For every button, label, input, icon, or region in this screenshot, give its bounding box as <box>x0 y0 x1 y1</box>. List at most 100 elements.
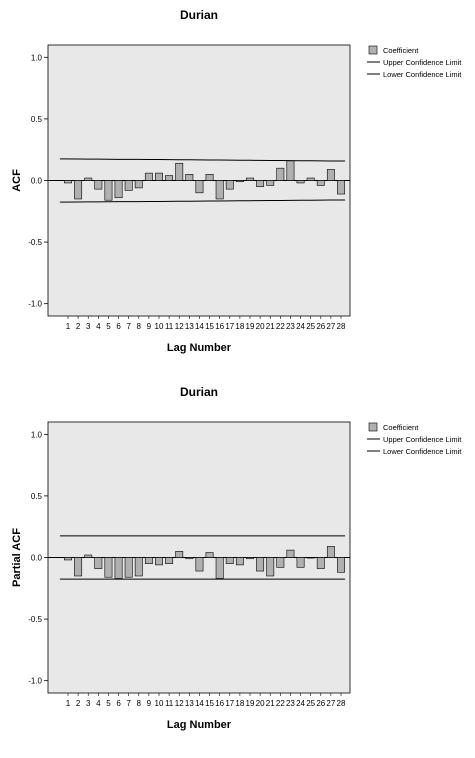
x-tick-label: 14 <box>195 699 204 708</box>
y-tick-label: 1.0 <box>31 53 43 62</box>
legend-upper-label: Upper Confidence Limit <box>383 435 462 444</box>
coefficient-bar <box>124 557 133 578</box>
x-tick-label: 3 <box>86 699 91 708</box>
x-tick-label: 10 <box>155 322 164 331</box>
x-tick-label: 7 <box>126 322 131 331</box>
legend: Coefficient Upper Confidence Limit Lower C… <box>367 422 462 456</box>
coefficient-bar <box>94 180 103 190</box>
legend-coefficient-swatch <box>368 422 378 432</box>
coefficient-bar <box>286 549 295 558</box>
coefficient-bar <box>144 557 153 564</box>
x-tick-label: 16 <box>215 322 224 331</box>
coefficient-bar <box>266 180 275 186</box>
x-tick-label: 24 <box>296 322 305 331</box>
x-axis-label: Lag Number <box>167 719 232 731</box>
y-tick-label: 0.5 <box>31 115 43 124</box>
x-tick-label: 10 <box>155 699 164 708</box>
coefficient-bar <box>175 551 184 558</box>
x-tick-label: 12 <box>175 699 184 708</box>
x-tick-label: 9 <box>147 699 152 708</box>
x-tick-label: 3 <box>86 322 91 331</box>
coefficient-bar <box>337 180 345 195</box>
coefficient-bar <box>246 557 254 560</box>
x-tick-label: 9 <box>147 322 152 331</box>
coefficient-bar <box>296 557 305 568</box>
x-tick-label: 16 <box>215 699 224 708</box>
coefficient-bar <box>84 554 93 558</box>
x-tick-label: 17 <box>225 699 234 708</box>
coefficient-bar <box>326 169 335 181</box>
y-tick-label: -0.5 <box>28 615 42 624</box>
legend-coefficient-label: Coefficient <box>383 46 419 55</box>
x-tick-label: 28 <box>337 699 346 708</box>
x-tick-label: 2 <box>76 322 81 331</box>
x-tick-label: 4 <box>96 322 101 331</box>
x-tick-label: 20 <box>256 699 265 708</box>
x-axis-label: Lag Number <box>167 342 232 354</box>
y-tick-label: 1.0 <box>31 430 43 439</box>
coefficient-bar <box>114 557 123 579</box>
coefficient-bar <box>286 160 295 181</box>
coefficient-bar <box>64 180 72 184</box>
x-tick-label: 27 <box>326 322 335 331</box>
coefficient-bar <box>205 552 214 558</box>
legend-lower-label: Lower Confidence Limit <box>383 447 462 456</box>
coefficient-bar <box>144 172 153 181</box>
pacf-chart-panel: Durian -1.0 -0.5 0.0 0.5 1.0 Partial ACF 1 2 3 4 5 6… <box>0 377 475 753</box>
x-tick-label: 19 <box>246 322 255 331</box>
x-tick-label: 28 <box>337 322 346 331</box>
y-tick-label: 0.5 <box>31 492 43 501</box>
coefficient-bar <box>326 546 335 558</box>
coefficient-bar <box>205 174 214 181</box>
x-tick-label: 15 <box>205 322 214 331</box>
acf-chart-panel: Durian -1.0 -0.5 0.0 0.5 1.0 ACF 1 2 3 4 5 6 7 8 9 10 11 1… <box>0 0 475 376</box>
x-tick-label: 1 <box>66 699 71 708</box>
x-tick-label: 6 <box>116 322 121 331</box>
x-tick-label: 18 <box>235 699 244 708</box>
coefficient-bar <box>185 174 194 181</box>
x-tick-label: 23 <box>286 699 295 708</box>
coefficient-bar <box>215 557 224 579</box>
y-tick-label: 0.0 <box>31 177 43 186</box>
coefficient-bar <box>276 167 285 181</box>
coefficient-bar <box>246 177 254 181</box>
coefficient-bar <box>155 557 163 566</box>
x-tick-label: 24 <box>296 699 305 708</box>
legend-upper-label: Upper Confidence Limit <box>383 58 462 67</box>
legend-lower-label: Lower Confidence Limit <box>383 70 462 79</box>
x-tick-label: 26 <box>316 699 325 708</box>
x-tick-label: 5 <box>106 699 111 708</box>
coefficient-bar <box>195 557 204 572</box>
coefficient-bar <box>134 180 143 189</box>
coefficient-bar <box>225 557 234 564</box>
coefficient-bar <box>215 180 224 200</box>
coefficient-bar <box>316 180 325 186</box>
x-tick-label: 8 <box>137 699 142 708</box>
x-tick-label: 15 <box>205 699 214 708</box>
coefficient-bar <box>337 557 345 573</box>
x-tick-label: 23 <box>286 322 295 331</box>
x-tick-label: 4 <box>96 699 101 708</box>
coefficient-bar <box>276 557 285 568</box>
coefficient-bar <box>124 180 133 191</box>
x-tick-label: 27 <box>326 699 335 708</box>
coefficient-bar <box>235 557 244 566</box>
coefficient-bar <box>316 557 325 569</box>
coefficient-bar <box>175 162 184 181</box>
x-tick-label: 14 <box>195 322 204 331</box>
x-tick-label: 12 <box>175 322 184 331</box>
coefficient-bar <box>165 557 174 564</box>
x-tick-label: 26 <box>316 322 325 331</box>
coefficient-bar <box>94 557 103 569</box>
x-tick-label: 8 <box>137 322 142 331</box>
coefficient-bar <box>256 180 265 187</box>
x-tick-label: 19 <box>246 699 255 708</box>
x-tick-label: 21 <box>266 322 275 331</box>
coefficient-bar <box>134 557 143 577</box>
legend: Coefficient Upper Confidence Limit Lower C… <box>367 45 462 79</box>
y-axis-label: Partial ACF <box>11 528 23 587</box>
coefficient-bar <box>155 172 163 181</box>
x-tick-label: 11 <box>165 699 174 708</box>
